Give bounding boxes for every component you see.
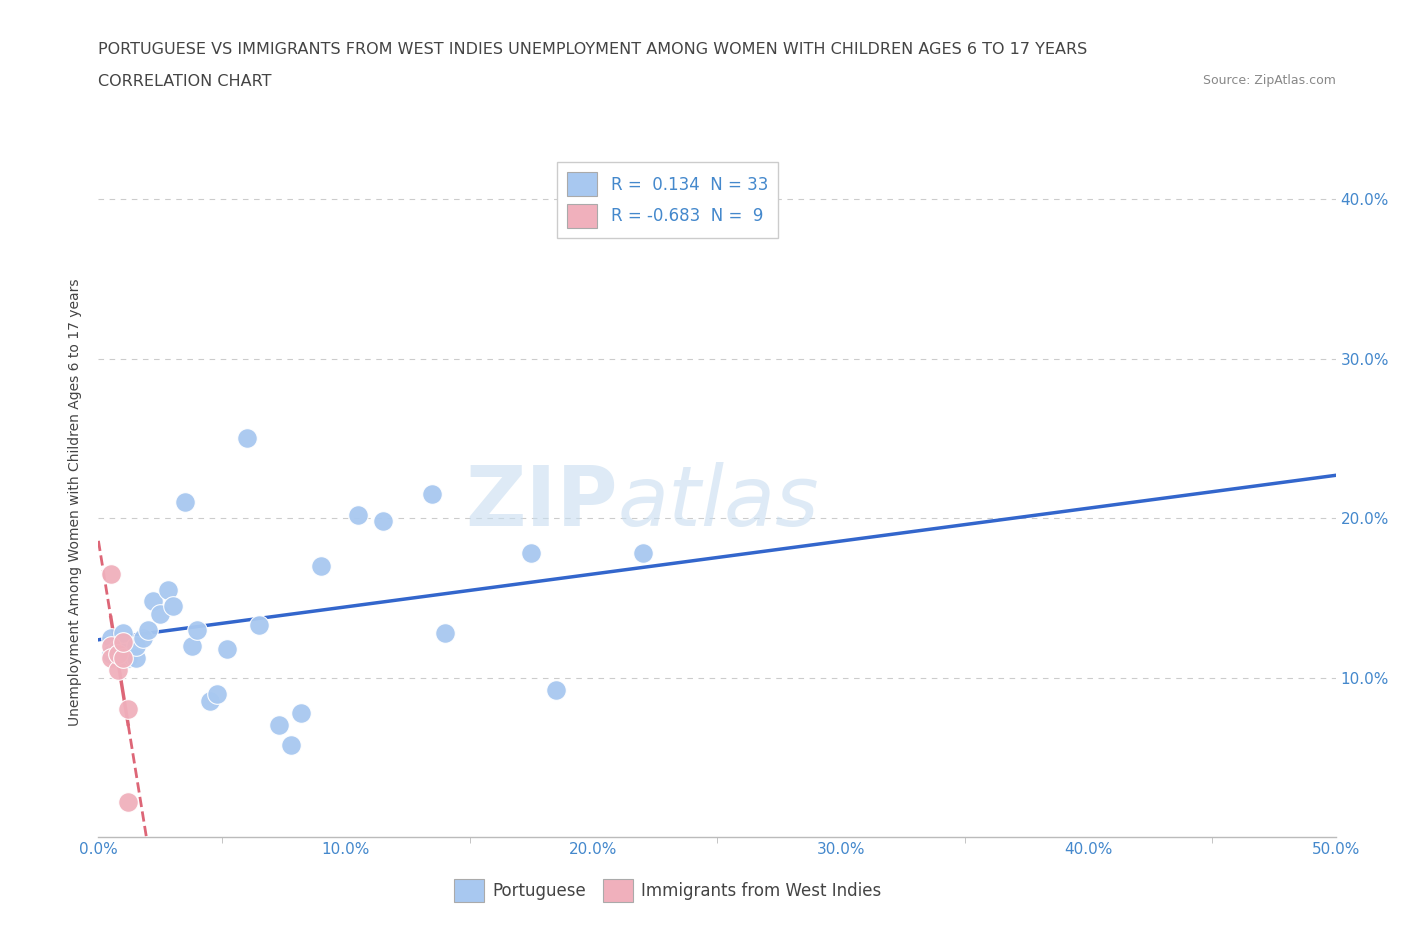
Point <box>247 618 270 632</box>
Point <box>100 631 122 645</box>
Point <box>100 638 122 653</box>
Point <box>174 495 197 510</box>
Point <box>107 662 129 677</box>
Point <box>198 694 221 709</box>
Point <box>112 651 135 666</box>
Legend: Portuguese, Immigrants from West Indies: Portuguese, Immigrants from West Indies <box>447 872 889 909</box>
Point <box>631 546 654 561</box>
Point <box>132 631 155 645</box>
Point <box>149 606 172 621</box>
Point <box>117 794 139 809</box>
Point <box>371 514 394 529</box>
Point <box>422 486 444 501</box>
Text: ZIP: ZIP <box>465 461 619 543</box>
Point <box>347 508 370 523</box>
Point <box>162 598 184 613</box>
Point <box>520 546 543 561</box>
Point <box>117 702 139 717</box>
Point <box>117 651 139 666</box>
Point <box>186 622 208 637</box>
Point <box>309 559 332 574</box>
Point <box>112 638 135 653</box>
Point <box>100 566 122 581</box>
Point <box>112 626 135 641</box>
Point <box>142 593 165 608</box>
Point <box>156 582 179 597</box>
Point <box>280 737 302 752</box>
Text: atlas: atlas <box>619 461 820 543</box>
Text: PORTUGUESE VS IMMIGRANTS FROM WEST INDIES UNEMPLOYMENT AMONG WOMEN WITH CHILDREN: PORTUGUESE VS IMMIGRANTS FROM WEST INDIE… <box>98 42 1088 57</box>
Text: CORRELATION CHART: CORRELATION CHART <box>98 74 271 89</box>
Point <box>107 646 129 661</box>
Point <box>290 705 312 720</box>
Text: Source: ZipAtlas.com: Source: ZipAtlas.com <box>1202 74 1336 87</box>
Point <box>217 642 239 657</box>
Point <box>100 651 122 666</box>
Y-axis label: Unemployment Among Women with Children Ages 6 to 17 years: Unemployment Among Women with Children A… <box>69 278 83 726</box>
Point <box>181 638 204 653</box>
Point <box>236 431 259 445</box>
Point <box>100 646 122 661</box>
Point <box>136 622 159 637</box>
Point <box>124 638 146 653</box>
Point <box>546 683 568 698</box>
Point <box>433 626 456 641</box>
Point <box>267 718 290 733</box>
Point <box>124 651 146 666</box>
Point <box>107 642 129 657</box>
Point <box>205 686 228 701</box>
Point <box>112 635 135 650</box>
